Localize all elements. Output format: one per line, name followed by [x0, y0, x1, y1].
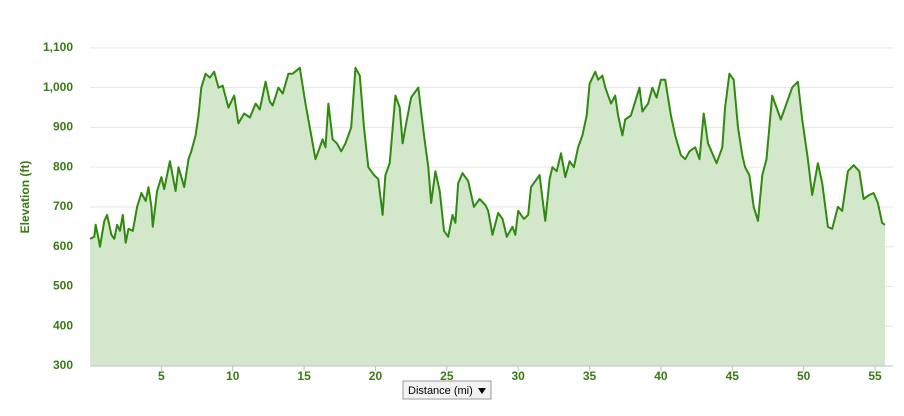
x-tick-label: 30 — [512, 369, 526, 383]
y-tick-label: 1,000 — [43, 80, 73, 94]
elevation-line — [89, 66, 886, 248]
y-tick-label: 1,100 — [43, 40, 73, 54]
dropdown-arrow[interactable] — [478, 388, 486, 394]
x-tick-label: 55 — [868, 369, 882, 383]
y-tick-label: 300 — [53, 358, 73, 372]
y-tick-label: 700 — [53, 199, 73, 213]
area-fill — [90, 67, 885, 367]
x-tick-label: 20 — [369, 369, 383, 383]
y-tick-label: 600 — [53, 239, 73, 253]
x-tick-label: 15 — [297, 369, 311, 383]
x-tick-label: 40 — [654, 369, 668, 383]
x-tick-label: 25 — [440, 369, 454, 383]
x-tick-label: 50 — [797, 369, 811, 383]
y-tick-label: 400 — [53, 318, 73, 332]
dropdown-box[interactable] — [402, 380, 492, 400]
dropdown-label[interactable]: Distance (mi) — [408, 385, 473, 397]
y-axis-label: Elevation (ft) — [18, 161, 32, 234]
x-axis-dropdown[interactable]: Distance (mi) — [402, 380, 492, 400]
x-tick-label: 45 — [726, 369, 740, 383]
x-tick-label: 5 — [158, 369, 165, 383]
y-tick-label: 800 — [53, 159, 73, 173]
x-tick-label: 35 — [583, 369, 597, 383]
x-tick-label: 10 — [226, 369, 240, 383]
y-tick-label: 500 — [53, 279, 73, 293]
y-tick-label: 900 — [53, 120, 73, 134]
